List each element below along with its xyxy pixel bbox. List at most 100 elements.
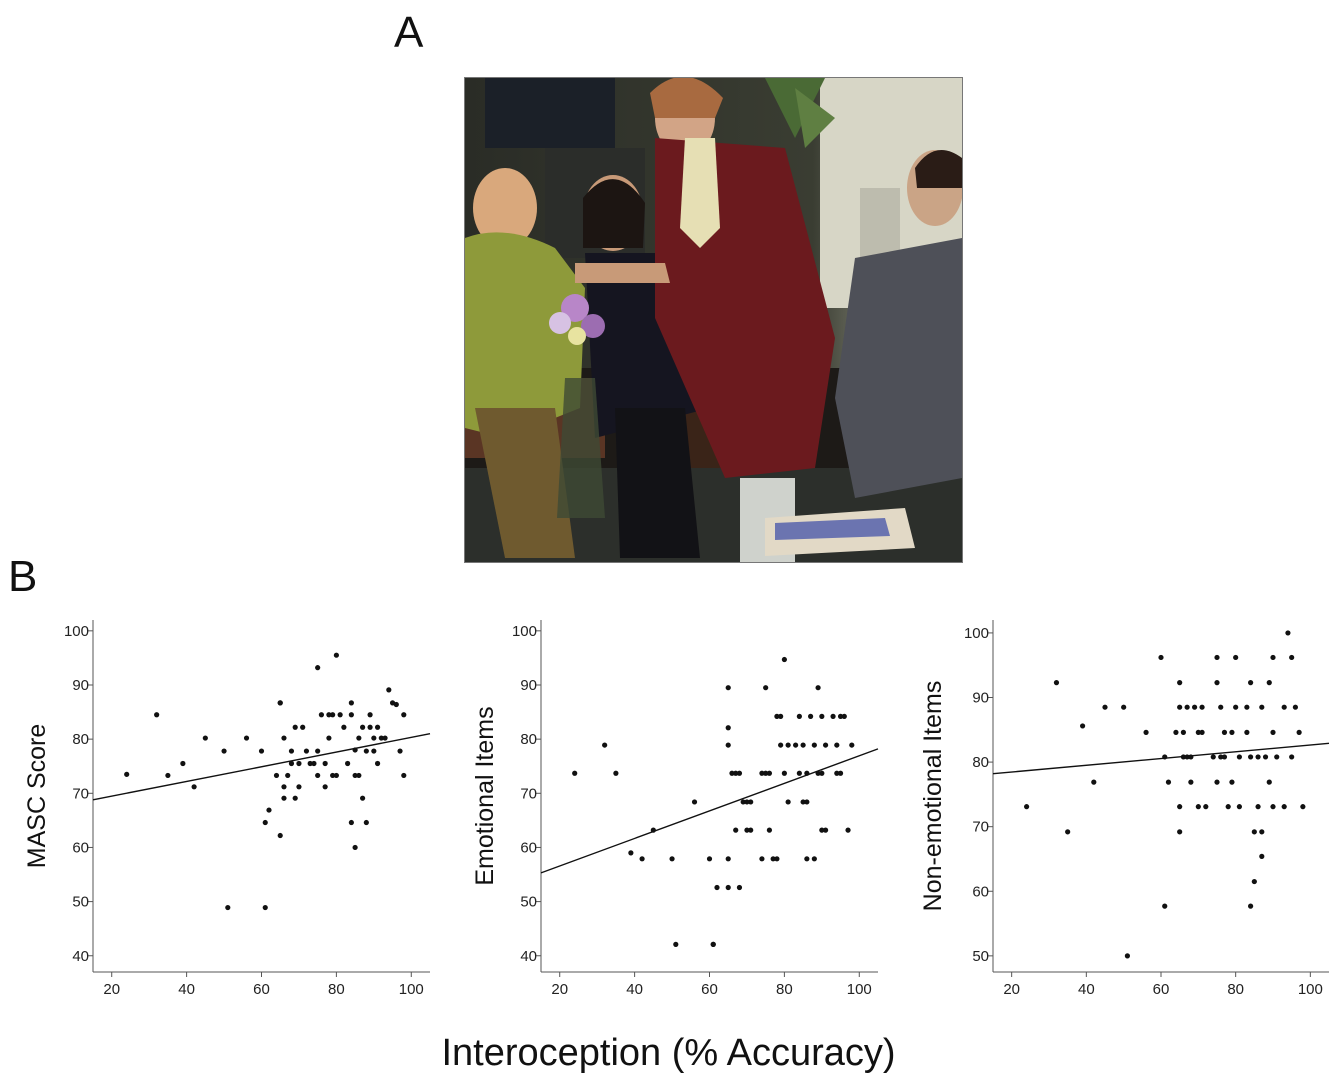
y-tick-label: 50 <box>972 948 989 965</box>
data-point <box>725 725 731 731</box>
data-point <box>1281 704 1287 710</box>
data-point <box>360 795 366 801</box>
data-point <box>1289 754 1295 760</box>
data-point <box>281 735 287 741</box>
data-point <box>725 884 731 891</box>
y-tick-label: 100 <box>512 623 537 640</box>
data-point <box>1203 804 1209 810</box>
regression-line <box>992 742 1330 775</box>
y-tick-label: 100 <box>964 625 989 642</box>
data-point <box>736 770 743 776</box>
data-point <box>669 856 675 862</box>
data-point <box>292 795 298 801</box>
data-point <box>804 856 810 862</box>
data-point <box>1289 654 1295 661</box>
data-point <box>221 748 227 754</box>
data-point <box>841 713 847 719</box>
data-point <box>352 772 358 779</box>
data-point <box>1233 704 1239 710</box>
data-point <box>1192 704 1198 710</box>
data-point <box>729 770 735 776</box>
regression-line <box>92 733 431 801</box>
x-tick-label: 60 <box>1153 981 1170 998</box>
data-point <box>1274 754 1280 760</box>
conversation-scene-photo <box>464 77 963 563</box>
data-point <box>262 819 268 826</box>
data-point <box>759 770 765 776</box>
data-point <box>1259 829 1265 835</box>
x-tick-label: 40 <box>1078 981 1095 998</box>
y-axis-title: Emotional Items <box>471 706 499 885</box>
data-point <box>714 884 720 891</box>
x-tick-label: 100 <box>1298 981 1323 998</box>
y-tick-label: 70 <box>72 785 89 802</box>
data-point <box>706 856 713 862</box>
data-point <box>744 799 750 805</box>
data-point <box>1214 779 1220 785</box>
y-tick-label: 90 <box>520 677 537 694</box>
data-point <box>763 770 769 776</box>
data-point <box>778 713 784 719</box>
data-point <box>360 724 366 730</box>
data-point <box>1199 729 1205 735</box>
data-point <box>1188 754 1194 760</box>
y-tick-label: 100 <box>64 623 89 640</box>
data-point <box>793 742 799 748</box>
x-tick-label: 20 <box>1003 981 1020 998</box>
data-point <box>124 771 130 777</box>
data-point <box>1080 723 1086 729</box>
shared-x-axis-title: Interoception (% Accuracy) <box>441 1032 896 1074</box>
data-point <box>1143 729 1149 735</box>
data-point <box>1251 829 1257 835</box>
data-point <box>1225 804 1231 810</box>
data-point <box>1165 779 1172 785</box>
data-point <box>333 652 339 658</box>
data-point <box>774 856 780 862</box>
data-point <box>371 735 377 741</box>
data-point <box>849 742 855 748</box>
data-point <box>165 772 171 779</box>
data-point <box>815 770 821 776</box>
data-point <box>811 742 817 748</box>
data-point <box>180 760 186 767</box>
data-point <box>1270 654 1276 661</box>
data-point <box>1102 704 1108 710</box>
data-point <box>258 748 265 754</box>
data-point <box>191 784 197 790</box>
data-point <box>1210 754 1216 760</box>
data-point <box>1218 704 1224 710</box>
data-point <box>804 799 810 805</box>
data-point <box>650 827 656 833</box>
x-tick-label: 20 <box>103 981 120 998</box>
data-point <box>800 799 806 805</box>
data-point <box>1091 779 1097 785</box>
y-tick-label: 60 <box>520 839 537 856</box>
y-tick-label: 40 <box>520 948 537 965</box>
data-point <box>1251 878 1257 885</box>
data-point <box>811 856 817 862</box>
data-point <box>397 748 403 754</box>
data-point <box>759 856 765 862</box>
data-point <box>356 735 362 741</box>
y-tick-label: 70 <box>520 785 537 802</box>
data-point <box>744 827 750 833</box>
data-point <box>1236 754 1242 760</box>
data-point <box>356 772 362 779</box>
data-point <box>225 904 231 911</box>
data-point <box>837 713 844 719</box>
data-point <box>1195 729 1201 735</box>
data-point <box>781 656 787 663</box>
x-tick-label: 80 <box>1227 981 1244 998</box>
data-point <box>378 735 384 741</box>
x-tick-label: 40 <box>178 981 195 998</box>
data-point <box>315 665 321 671</box>
data-point <box>1244 704 1250 710</box>
data-point <box>785 799 791 805</box>
data-point <box>1266 680 1272 686</box>
data-point <box>401 712 407 718</box>
data-point <box>725 856 731 862</box>
data-point <box>1270 804 1276 810</box>
data-point <box>1180 729 1186 735</box>
data-point <box>243 735 250 741</box>
data-point <box>1259 704 1265 710</box>
